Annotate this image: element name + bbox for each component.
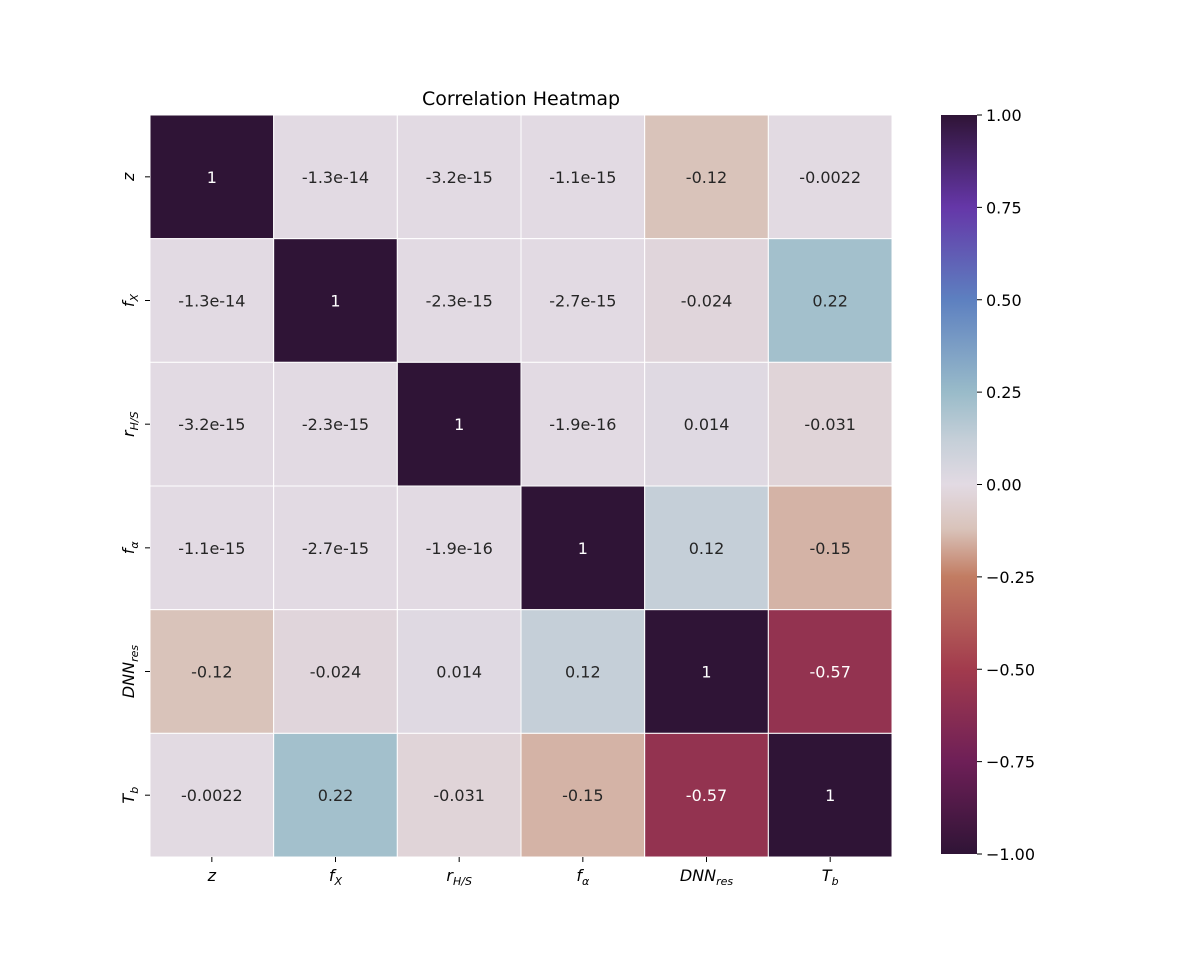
heatmap-cell-r0-c2 — [396, 114, 522, 240]
cell-annotation-r4-c2: 0.014 — [436, 663, 482, 682]
y-tick-label: Tb — [119, 787, 141, 804]
heatmap-cell-r5-c5 — [767, 732, 893, 858]
heatmap-cell-r3-c4 — [644, 485, 769, 611]
x-tick-label: z — [207, 866, 217, 885]
cell-annotation-r4-c0: -0.12 — [191, 663, 232, 682]
y-tick-label: DNNres — [119, 645, 141, 699]
cell-annotation-r2-c3: -1.9e-16 — [549, 415, 616, 434]
y-tick-label: z — [119, 172, 138, 182]
heatmap-cell-r4-c0 — [149, 609, 275, 734]
heatmap-cell-r2-c2 — [396, 361, 522, 487]
heatmap-cell-r0-c4 — [644, 114, 769, 240]
heatmap-cell-r4-c4 — [644, 609, 769, 734]
cell-annotation-r5-c2: -0.031 — [433, 786, 485, 805]
heatmap-cell-r0-c3 — [520, 114, 646, 240]
cell-annotation-r0-c1: -1.3e-14 — [302, 168, 369, 187]
colorbar-tick-label: 0.25 — [986, 383, 1022, 402]
cell-annotation-r2-c2: 1 — [454, 415, 464, 434]
heatmap-cell-r3-c2 — [396, 485, 522, 611]
heatmap-cell-r4-c3 — [520, 609, 646, 734]
heatmap-cell-r2-c0 — [149, 361, 275, 487]
cell-annotation-r2-c4: 0.014 — [684, 415, 730, 434]
colorbar-tick-label: 0.50 — [986, 291, 1022, 310]
colorbar-tick-label: −0.75 — [986, 753, 1035, 772]
cell-annotation-r0-c0: 1 — [207, 168, 217, 187]
cell-annotation-r5-c3: -0.15 — [562, 786, 603, 805]
heatmap-cell-r4-c2 — [396, 609, 522, 734]
cell-annotation-r1-c0: -1.3e-14 — [178, 292, 245, 311]
chart-title: Correlation Heatmap — [422, 88, 620, 110]
heatmap-cell-r4-c5 — [767, 609, 893, 734]
cell-annotation-r0-c5: -0.0022 — [799, 168, 861, 187]
cell-annotation-r1-c5: 0.22 — [812, 292, 848, 311]
cell-annotation-r3-c2: -1.9e-16 — [426, 539, 493, 558]
cell-annotation-r2-c1: -2.3e-15 — [302, 415, 369, 434]
cell-annotation-r3-c3: 1 — [578, 539, 588, 558]
cell-annotation-r3-c4: 0.12 — [689, 539, 725, 558]
cell-annotation-r5-c4: -0.57 — [686, 786, 727, 805]
cell-annotation-r1-c4: -0.024 — [681, 292, 733, 311]
x-axis-ticks: z fX rH/S fα DNNres Tb — [207, 857, 839, 888]
heatmap-cell-r5-c3 — [520, 732, 646, 858]
heatmap-cell-r5-c4 — [644, 732, 769, 858]
heatmap-cell-r2-c3 — [520, 361, 646, 487]
heatmap-cell-r1-c1 — [273, 238, 398, 363]
colorbar: 1.00 0.75 0.50 0.25 0.00 −0.25 −0.50 −0.75 −1.00 — [941, 106, 1035, 864]
colorbar-tick-label: 0.00 — [986, 476, 1022, 495]
heatmap-cell-r0-c0 — [149, 114, 275, 240]
cell-annotation-r2-c0: -3.2e-15 — [178, 415, 245, 434]
heatmap-cell-r1-c5 — [767, 238, 893, 363]
cell-annotation-r4-c5: -0.57 — [809, 663, 850, 682]
heatmap-cell-r5-c0 — [149, 732, 275, 858]
y-tick-label: fX — [119, 293, 141, 307]
cell-annotation-r3-c0: -1.1e-15 — [178, 539, 245, 558]
cell-annotation-r5-c5: 1 — [825, 786, 835, 805]
cell-annotation-r0-c4: -0.12 — [686, 168, 727, 187]
cell-annotation-r5-c1: 0.22 — [318, 786, 354, 805]
x-tick-label: DNNres — [680, 866, 734, 888]
heatmap-cell-r0-c1 — [273, 114, 398, 240]
colorbar-tick-label: −0.50 — [986, 660, 1035, 679]
heatmap-cell-r1-c3 — [520, 238, 646, 363]
cell-annotation-r3-c5: -0.15 — [809, 539, 850, 558]
heatmap-cell-r2-c1 — [273, 361, 398, 487]
y-tick-label: fα — [119, 541, 141, 555]
heatmap-cells — [149, 114, 893, 858]
cell-annotation-r0-c3: -1.1e-15 — [549, 168, 616, 187]
y-axis-ticks: z fX rH/S fα DNNres Tb — [119, 172, 150, 804]
heatmap-cell-r0-c5 — [767, 114, 893, 240]
colorbar-tick-label: −0.25 — [986, 568, 1035, 587]
cell-annotation-r4-c4: 1 — [701, 663, 711, 682]
cell-annotation-r5-c0: -0.0022 — [181, 786, 243, 805]
heatmap-annotations: 1 -1.3e-14 -3.2e-15 -1.1e-15 -0.12 -0.0022 -1.… — [178, 168, 861, 805]
cell-annotation-r1-c2: -2.3e-15 — [426, 292, 493, 311]
colorbar-gradient — [941, 115, 977, 854]
x-tick-label: fX — [329, 866, 343, 888]
heatmap-cell-r3-c1 — [273, 485, 398, 611]
heatmap-cell-r2-c4 — [644, 361, 769, 487]
heatmap-cell-r3-c3 — [520, 485, 646, 611]
cell-annotation-r3-c1: -2.7e-15 — [302, 539, 369, 558]
heatmap-cell-r3-c5 — [767, 485, 893, 611]
cell-annotation-r4-c3: 0.12 — [565, 663, 601, 682]
cell-annotation-r4-c1: -0.024 — [310, 663, 362, 682]
heatmap-cell-r2-c5 — [767, 361, 893, 487]
colorbar-tick-label: 0.75 — [986, 198, 1022, 217]
heatmap-cell-r3-c0 — [149, 485, 275, 611]
cell-annotation-r1-c3: -2.7e-15 — [549, 292, 616, 311]
y-tick-label: rH/S — [119, 411, 141, 437]
x-tick-label: rH/S — [446, 866, 472, 888]
cell-annotation-r2-c5: -0.031 — [804, 415, 856, 434]
colorbar-tick-label: −1.00 — [986, 845, 1035, 864]
x-tick-label: fα — [576, 866, 590, 888]
x-tick-label: Tb — [822, 866, 839, 888]
cell-annotation-r0-c2: -3.2e-15 — [426, 168, 493, 187]
cell-annotation-r1-c1: 1 — [330, 292, 340, 311]
colorbar-tick-label: 1.00 — [986, 106, 1022, 125]
